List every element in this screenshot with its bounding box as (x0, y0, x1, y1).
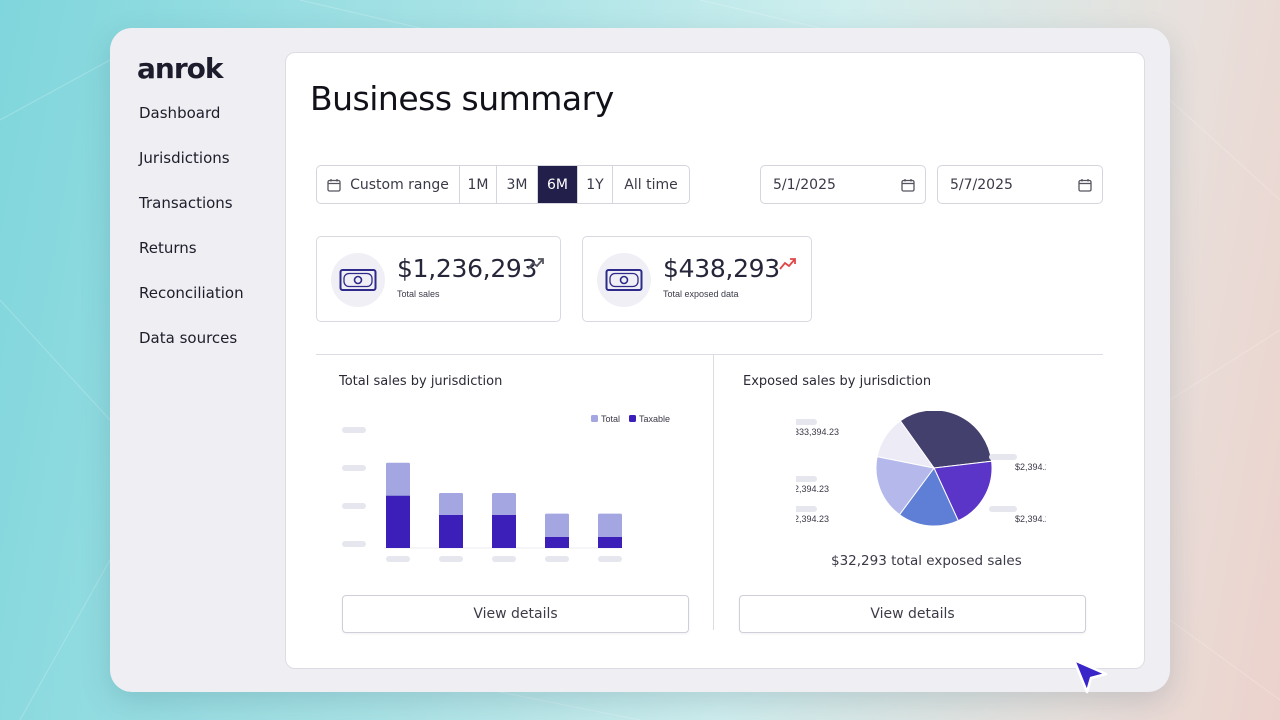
legend-label: Taxable (639, 414, 670, 424)
y-tick-placeholder (342, 465, 366, 471)
y-tick-placeholder (342, 541, 366, 547)
pie-value-label: $2,394.23 (796, 484, 829, 494)
pie-slice (898, 467, 959, 527)
bar-taxable (545, 537, 569, 548)
sidebar-item-returns[interactable]: Returns (139, 239, 197, 257)
money-icon (339, 269, 377, 291)
kpi-icon-container (597, 253, 651, 307)
section-divider (316, 354, 1103, 355)
pie-slice (899, 411, 993, 469)
kpi-value: $1,236,293 (397, 254, 538, 283)
custom-range-label: Custom range (350, 176, 449, 193)
y-tick-placeholder (342, 427, 366, 433)
main-panel: Business summary Custom range 1M 3M 6M 1… (285, 52, 1145, 669)
column-divider (713, 355, 714, 630)
pie-slice (875, 456, 935, 516)
label-placeholder (989, 506, 1017, 512)
calendar-icon (327, 178, 341, 192)
date-range-selector: Custom range 1M 3M 6M 1Y All time (316, 165, 690, 204)
label-placeholder (796, 506, 817, 512)
app-window: anrok Dashboard Jurisdictions Transactio… (110, 28, 1170, 692)
legend-swatch (591, 415, 598, 422)
bar-taxable (598, 537, 622, 548)
pie-value-label: $333,394.23 (796, 427, 839, 437)
range-6m-button[interactable]: 6M (538, 166, 578, 203)
pie-value-label: $2,394.23 (1015, 514, 1046, 524)
label-placeholder (796, 419, 817, 425)
label-placeholder (796, 476, 817, 482)
sidebar-item-dashboard[interactable]: Dashboard (139, 104, 221, 122)
bar-taxable (439, 515, 463, 548)
sidebar-item-jurisdictions[interactable]: Jurisdictions (139, 149, 230, 167)
view-details-exposed-button[interactable]: View details (739, 595, 1086, 633)
exposed-chart-title: Exposed sales by jurisdiction (743, 374, 932, 389)
x-tick-placeholder (386, 556, 410, 562)
x-tick-placeholder (439, 556, 463, 562)
label-placeholder (989, 454, 1017, 460)
x-tick-placeholder (598, 556, 622, 562)
cursor-arrow-icon (1072, 658, 1108, 694)
range-1m-button[interactable]: 1M (460, 166, 497, 203)
start-date-value: 5/1/2025 (773, 176, 836, 193)
bar-taxable (492, 515, 516, 548)
legend-label: Total (601, 414, 620, 424)
pie-slice (876, 420, 936, 469)
sidebar-item-transactions[interactable]: Transactions (139, 194, 233, 212)
exposed-pie-chart: $333,394.23 $2,394.23 $2,394.23 $2,394.23 $2… (796, 411, 1046, 527)
start-date-field[interactable]: 5/1/2025 (760, 165, 926, 204)
view-details-sales-button[interactable]: View details (342, 595, 689, 633)
range-all-time-button[interactable]: All time (624, 176, 678, 193)
kpi-card-total-sales: $1,236,293 Total sales (316, 236, 561, 322)
sidebar-item-reconciliation[interactable]: Reconciliation (139, 284, 244, 302)
money-icon (605, 269, 643, 291)
anrok-logo[interactable]: anrok (137, 52, 223, 85)
chart-legend: Total Taxable (591, 414, 670, 424)
pie-slice (933, 460, 993, 522)
calendar-icon (1078, 178, 1092, 192)
trend-up-icon (527, 258, 544, 270)
calendar-icon (901, 178, 915, 192)
kpi-icon-container (331, 253, 385, 307)
kpi-label: Total exposed data (663, 289, 739, 299)
exposed-total-text: $32,293 total exposed sales (831, 553, 1022, 569)
range-1y-button[interactable]: 1Y (578, 166, 613, 203)
sales-bar-chart: Total Taxable (342, 414, 670, 562)
sidebar-nav: Dashboard Jurisdictions Transactions Ret… (139, 104, 244, 374)
range-3m-button[interactable]: 3M (497, 166, 538, 203)
kpi-value: $438,293 (663, 254, 780, 283)
sales-chart-title: Total sales by jurisdiction (339, 374, 503, 389)
sidebar-item-data-sources[interactable]: Data sources (139, 329, 238, 347)
x-tick-placeholder (492, 556, 516, 562)
legend-swatch (629, 415, 636, 422)
y-tick-placeholder (342, 503, 366, 509)
kpi-card-exposed-data: $438,293 Total exposed data (582, 236, 812, 322)
end-date-field[interactable]: 5/7/2025 (937, 165, 1103, 204)
bar-taxable (386, 495, 410, 548)
pie-value-label: $2,394.23 (796, 514, 829, 524)
end-date-value: 5/7/2025 (950, 176, 1013, 193)
trend-up-icon (779, 258, 796, 270)
pie-value-label: $2,394.23 (1015, 462, 1046, 472)
page-title: Business summary (310, 79, 614, 118)
custom-range-button[interactable]: Custom range (317, 166, 460, 203)
x-tick-placeholder (545, 556, 569, 562)
kpi-label: Total sales (397, 289, 440, 299)
